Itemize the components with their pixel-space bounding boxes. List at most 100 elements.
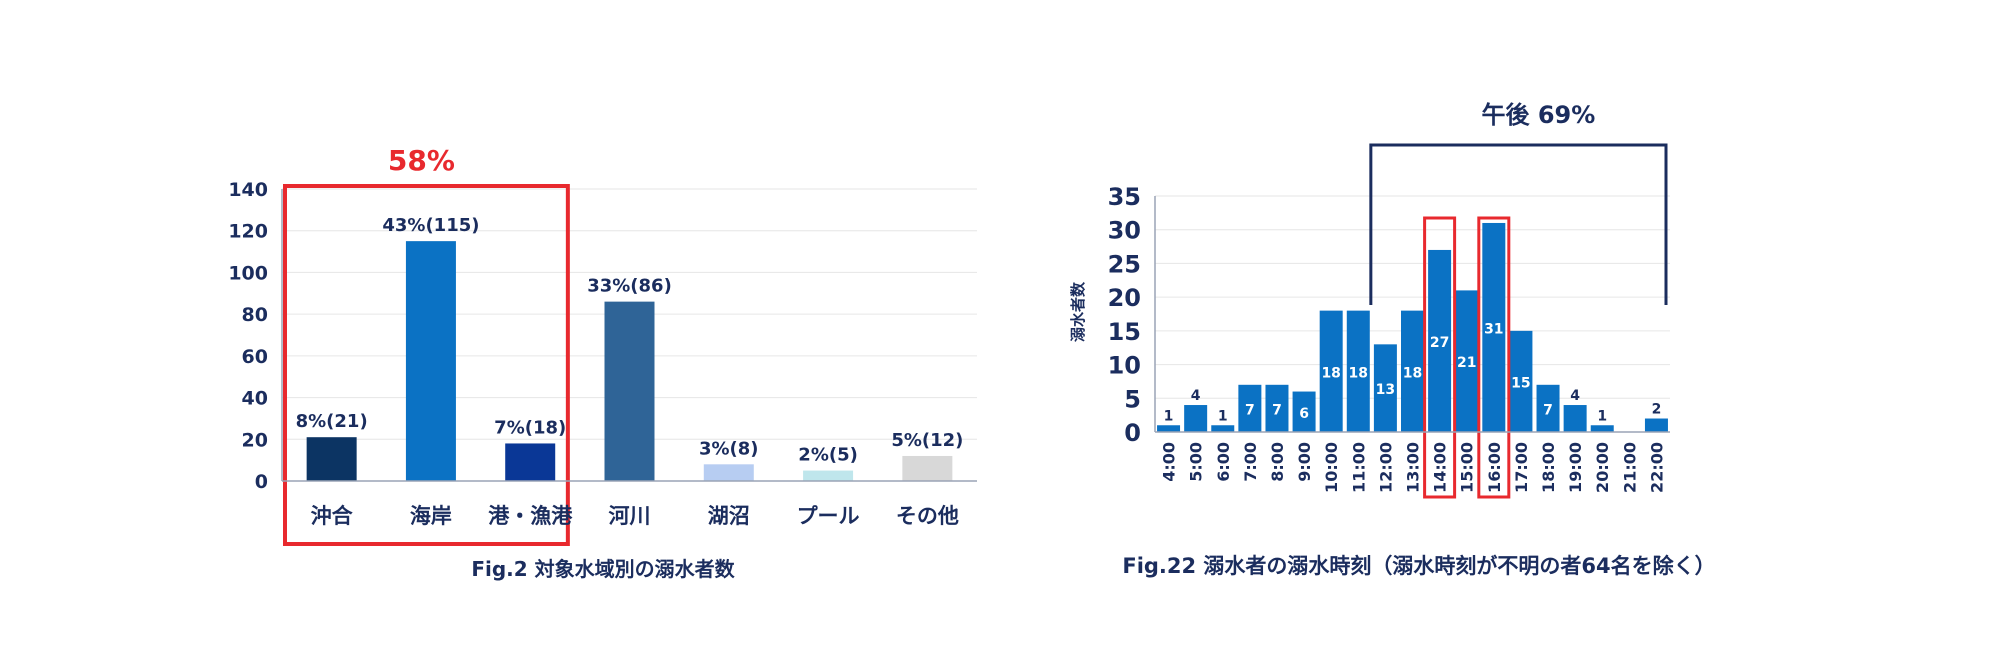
chart1-bar [505,443,556,481]
chart2-x-tick-label: 6:00 [1214,442,1233,482]
chart2-data-label: 18 [1321,365,1340,381]
chart2-x-tick-label: 8:00 [1268,442,1287,482]
chart2-data-label: 7 [1272,402,1282,418]
chart-water-area: 58% 8%(21) 43%(115) 7%(18) 33%(86) 3%(8) 2%(5… [228,144,977,581]
chart2-y-tick-label: 5 [1124,385,1141,413]
chart2-y-tick-label: 0 [1124,419,1141,447]
chart1-bar [803,470,854,481]
chart1-x-tick-label: その他 [896,504,959,528]
chart1-x-tick-label: 河川 [609,504,651,528]
chart-drowning-time: 午後 69% 1 4 1 7 7 6 18 18 13 18 27 21 31 15 7 4 1 2 0 5 10 15… [1069,101,1716,578]
chart2-data-label: 15 [1511,375,1530,391]
chart2-x-tick-label: 12:00 [1376,442,1395,493]
chart2-bracket-line [1369,143,1668,305]
chart2-x-tick-label: 13:00 [1404,442,1423,493]
chart2-data-label: 1 [1164,408,1174,424]
chart2-data-label: 21 [1457,355,1476,371]
chart2-data-label: 1 [1218,408,1228,424]
chart2-bar [1319,310,1343,432]
chart2-y-tick-label: 35 [1108,183,1141,211]
chart2-bar [1292,391,1316,432]
chart2-bar [1184,405,1208,432]
chart1-data-label: 33%(86) [587,276,672,297]
chart2-data-label: 2 [1652,402,1662,418]
chart2-y-tick-label: 15 [1108,318,1141,346]
chart1-data-label: 7%(18) [494,417,566,438]
chart1-bar [604,301,655,481]
chart2-bar [1346,310,1370,432]
chart1-highlight-label: 58% [388,144,455,177]
chart2-y-tick-label: 25 [1108,250,1141,278]
chart2-bar [1373,344,1397,432]
chart1-x-tick-label: 港・漁港 [488,504,573,528]
chart1-x-tick-label: 海岸 [410,504,452,528]
chart2-bar [1211,425,1235,432]
chart1-y-tick-label: 40 [242,388,268,410]
chart1-bar [703,464,754,481]
chart2-data-label: 7 [1245,402,1255,418]
chart2-data-label: 31 [1484,321,1503,337]
chart2-data-label: 4 [1570,388,1580,404]
chart2-highlight-box [1423,216,1457,499]
chart1-y-tick-label: 60 [242,346,268,368]
chart2-data-label: 13 [1376,382,1395,398]
chart1-x-tick-label: 沖合 [311,504,354,528]
chart2-bar [1536,384,1560,432]
chart1-x-tick-label: プール [797,504,860,528]
chart2-x-tick-label: 18:00 [1539,442,1558,493]
chart2-bar [1265,384,1289,432]
chart2-x-axis: 4:00 5:00 6:00 7:00 8:00 9:00 10:00 11:00 12:00 1… [1160,442,1667,493]
chart1-x-tick-label: 湖沼 [708,504,750,528]
chart2-data-label: 6 [1299,406,1309,422]
chart1-data-label: 2%(5) [798,445,858,466]
chart2-data-label: 18 [1349,365,1368,381]
chart2-x-tick-label: 11:00 [1349,442,1368,493]
chart1-bar [306,437,357,481]
chart2-x-tick-label: 17:00 [1512,442,1531,493]
chart1-y-tick-label: 140 [228,179,268,201]
chart2-x-tick-label: 5:00 [1187,442,1206,482]
chart1-y-axis: 0 20 40 60 80 100 120 140 [228,179,977,493]
chart2-x-tick-label: 21:00 [1620,442,1639,493]
chart1-bars: 8%(21) 43%(115) 7%(18) 33%(86) 3%(8) 2%(5) 5%(… [296,215,963,481]
chart1-highlight-box [283,184,570,546]
chart2-y-tick-label: 20 [1108,284,1141,312]
chart2-bar [1455,290,1479,432]
chart2-bracket-label: 午後 69% [1482,101,1596,129]
chart2-x-tick-label: 15:00 [1458,442,1477,493]
chart2-x-tick-label: 4:00 [1160,442,1179,482]
chart2-bar [1509,330,1533,432]
chart2-x-tick-label: 19:00 [1566,442,1585,493]
chart1-highlight: 58% [283,144,570,546]
chart2-data-label: 18 [1403,365,1422,381]
chart2-x-tick-label: 9:00 [1295,442,1314,482]
chart2-x-tick-label: 20:00 [1593,442,1612,493]
chart2-x-tick-label: 16:00 [1485,442,1504,493]
chart2-highlight-box [1477,216,1511,499]
chart2-x-tick-label: 22:00 [1647,442,1666,493]
chart1-y-tick-label: 0 [255,471,268,493]
chart2-data-label: 27 [1430,335,1449,351]
chart2-bar [1563,405,1587,432]
chart1-data-label: 43%(115) [382,215,479,236]
chart1-y-tick-label: 20 [242,429,268,451]
chart1-y-tick-label: 80 [242,304,268,326]
chart2-bar [1428,249,1452,432]
chart1-bar [902,455,953,481]
chart2-data-label: 4 [1191,388,1201,404]
chart1-bar [405,241,456,481]
chart2-caption: Fig.22 溺水者の溺水時刻（溺水時刻が不明の者64名を除く） [1122,554,1715,578]
chart1-data-label: 8%(21) [296,411,368,432]
chart1-data-label: 5%(12) [891,430,963,451]
chart2-bar [1157,425,1181,432]
chart2-bar [1482,222,1506,432]
chart2-x-tick-label: 10:00 [1322,442,1341,493]
chart2-y-tick-label: 10 [1108,352,1141,380]
chart2-data-label: 1 [1597,408,1607,424]
chart2-bar [1238,384,1262,432]
chart1-y-tick-label: 100 [228,262,268,284]
chart2-x-tick-label: 7:00 [1241,442,1260,482]
chart1-y-tick-label: 120 [228,221,268,243]
chart2-x-tick-label: 14:00 [1431,442,1450,493]
